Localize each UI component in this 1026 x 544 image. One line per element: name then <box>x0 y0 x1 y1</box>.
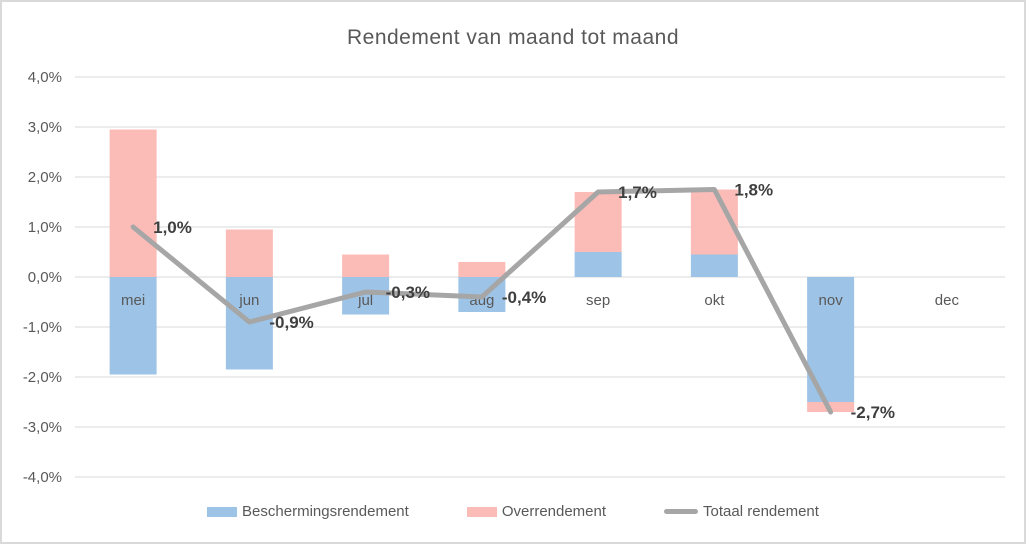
y-axis-tick-label: 3,0% <box>28 119 62 136</box>
bar-segment-beschermingsrendement <box>574 252 622 277</box>
y-axis-tick-label: -1,0% <box>23 319 62 336</box>
bar-segment-beschermingsrendement <box>109 277 157 375</box>
line-point-data-label: 1,0% <box>153 218 192 237</box>
line-point-data-label: -0,3% <box>386 283 430 302</box>
legend-item-overrendement: Overrendement <box>466 503 607 520</box>
line-point-data-label: -0,4% <box>502 288 546 307</box>
x-axis-category-label: jun <box>238 292 259 309</box>
x-axis-category-label: mei <box>121 292 145 309</box>
x-axis-category-label: jul <box>357 292 373 309</box>
legend-label-totaal-rendement: Totaal rendement <box>703 503 819 520</box>
x-axis-category-label: okt <box>704 292 725 309</box>
legend-item-beschermingsrendement: Beschermingsrendement <box>207 503 409 520</box>
y-axis-tick-label: 2,0% <box>28 169 62 186</box>
bar-segment-overrendement <box>342 254 390 277</box>
bar-segment-overrendement <box>225 229 273 277</box>
y-axis-tick-label: -3,0% <box>23 419 62 436</box>
x-axis-category-label: sep <box>586 292 610 309</box>
x-axis-category-label: dec <box>935 292 960 309</box>
legend-swatch-beschermingsrendement-icon <box>207 506 238 517</box>
bar-segment-overrendement <box>574 192 622 252</box>
bar-segment-beschermingsrendement <box>690 254 738 277</box>
line-point-data-label: 1,7% <box>618 183 657 202</box>
y-axis-tick-label: -2,0% <box>23 369 62 386</box>
legend-item-totaal-rendement: Totaal rendement <box>664 503 819 520</box>
legend-label-overrendement: Overrendement <box>501 503 607 520</box>
y-axis-tick-label: -4,0% <box>23 469 62 486</box>
legend-swatch-totaal-rendement-icon <box>664 509 699 514</box>
line-point-data-label: -0,9% <box>269 313 313 332</box>
y-axis-tick-label: 0,0% <box>28 269 62 286</box>
legend: Beschermingsrendement Overrendement Tota… <box>2 503 1024 520</box>
x-axis-category-label: nov <box>819 292 844 309</box>
bar-segment-overrendement <box>458 262 506 277</box>
y-axis-tick-label: 1,0% <box>28 219 62 236</box>
line-point-data-label: -2,7% <box>851 403 895 422</box>
totaal-rendement-line <box>130 187 834 415</box>
chart-title: Rendement van maand tot maand <box>346 26 680 49</box>
legend-swatch-overrendement-icon <box>466 506 497 517</box>
line-point-data-label: 1,8% <box>734 181 773 200</box>
y-axis-tick-label: 4,0% <box>28 69 62 86</box>
bar-segment-overrendement <box>109 129 157 277</box>
legend-label-beschermingsrendement: Beschermingsrendement <box>242 503 409 520</box>
